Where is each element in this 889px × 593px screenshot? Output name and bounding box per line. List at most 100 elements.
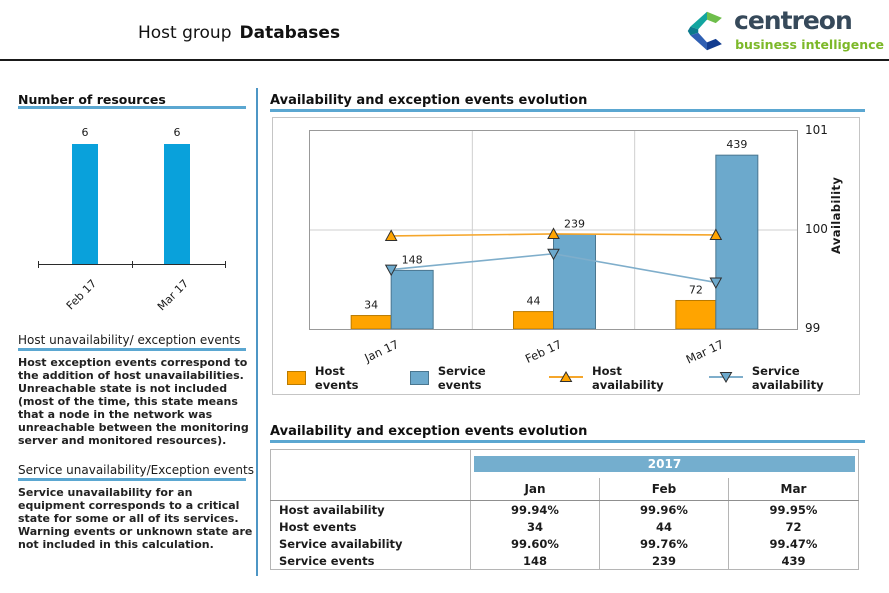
legend-item-service-availability: Service availability [708, 364, 859, 392]
host-events-value: 34 [364, 299, 378, 312]
cell-value: 99.47% [728, 535, 859, 552]
title-underline [270, 440, 865, 443]
availability-axis-tick: 101 [805, 123, 828, 137]
cell-value: 44 [599, 518, 729, 535]
host-events-value: 44 [527, 295, 541, 308]
legend-item-host-events: Host events [287, 364, 384, 392]
brand-name: centreon [734, 6, 853, 35]
availability-plot: 34 148 44 239 72 439 [310, 131, 797, 330]
table-row: Host availability 99.94% 99.96% 99.95% [271, 500, 859, 518]
table-row: Service events 148 239 439 [271, 552, 859, 570]
resources-chart-title: Number of resources [18, 92, 166, 107]
service-events-bar [390, 269, 434, 330]
page-title: Host group Databases [138, 23, 340, 43]
service-events-description: Service unavailability for an equipment … [18, 486, 253, 551]
table-corner-cell [270, 478, 471, 501]
axis-tick [38, 261, 39, 268]
triangle-down-marker [719, 371, 733, 383]
logo-segment [690, 32, 707, 51]
cell-value: 99.95% [728, 500, 859, 518]
host-events-swatch [287, 371, 306, 385]
availability-axis-tick: 99 [805, 321, 821, 335]
axis-tick [225, 261, 226, 268]
year-header: 2017 [474, 456, 855, 472]
availability-axis-tick: 100 [805, 222, 828, 236]
cell-value: 239 [599, 552, 729, 570]
logo-segment [707, 11, 722, 24]
resources-bar-value: 6 [81, 126, 89, 139]
legend-marker-sample [548, 370, 583, 382]
cell-value: 99.76% [599, 535, 729, 552]
chart-section-title: Availability and exception events evolut… [270, 93, 588, 108]
legend-label: Host events [314, 364, 359, 392]
brand-tagline: business intelligence [735, 37, 884, 52]
cell-value: 148 [470, 552, 600, 570]
resources-x-label: Feb 17 [63, 277, 100, 313]
legend-item-service-events: Service events [409, 364, 523, 392]
resources-bar [72, 144, 98, 264]
resources-bar-chart: 6 Feb 17 6 Mar 17 [18, 118, 254, 313]
header-divider [0, 59, 889, 61]
table-section-title: Availability and exception events evolut… [270, 424, 588, 439]
title-underline [270, 109, 865, 112]
cell-value: 99.96% [599, 500, 729, 518]
triangle-down-marker [547, 248, 560, 261]
logo-segment [687, 26, 699, 36]
triangle-up-marker [709, 228, 723, 240]
logo-segment [690, 11, 707, 30]
triangle-up-marker [384, 229, 398, 241]
resources-bar-value: 6 [173, 126, 181, 139]
cell-value: 99.94% [470, 500, 600, 518]
legend-item-host-availability: Host availability [548, 364, 683, 392]
host-events-bar [350, 315, 392, 330]
logo-segment [707, 38, 722, 51]
brand-logo: centreon business intelligence [686, 6, 884, 58]
row-label: Service availability [279, 536, 403, 551]
column-header-mar: Mar [728, 478, 859, 501]
triangle-up-marker [547, 227, 560, 239]
host-events-value: 72 [689, 283, 703, 296]
table-row: Host events 34 44 72 [271, 518, 859, 535]
column-divider [256, 88, 258, 576]
triangle-up-marker [559, 370, 573, 382]
service-events-value: 239 [564, 217, 585, 230]
availability-axis-title: Availability [829, 176, 843, 254]
axis-tick [132, 261, 133, 268]
row-label: Host availability [279, 502, 385, 517]
title-underline [18, 106, 246, 109]
service-events-heading: Service unavailability/Exception events [18, 463, 254, 477]
cell-value: 99.60% [470, 535, 600, 552]
availability-table: 2017 Jan Feb Mar Host availability 99.94… [270, 449, 859, 570]
host-events-description: Host exception events correspond to the … [18, 356, 249, 447]
year-header-cell: 2017 [470, 449, 859, 478]
service-events-value: 439 [726, 138, 747, 151]
service-availability-marker [708, 371, 743, 386]
service-events-value: 148 [402, 253, 423, 266]
resources-x-label: Mar 17 [154, 277, 192, 314]
column-header-feb: Feb [599, 478, 729, 501]
service-events-bar [553, 233, 596, 330]
row-label: Host events [279, 519, 357, 534]
column-header-jan: Jan [470, 478, 600, 501]
cell-value: 72 [728, 518, 859, 535]
centreon-logo-icon [687, 11, 722, 51]
service-events-bar [715, 154, 759, 330]
host-events-bar [675, 299, 717, 330]
triangle-down-marker [709, 277, 723, 290]
cell-value: 34 [470, 518, 600, 535]
page-title-emphasis: Databases [239, 23, 341, 43]
legend-marker-sample [708, 371, 743, 383]
service-events-swatch [409, 371, 429, 385]
chart-legend: Host events Service events Host availabi… [287, 364, 859, 392]
heading-underline [18, 478, 246, 481]
table-row: Service availability 99.60% 99.76% 99.47… [271, 535, 859, 552]
availability-chart-panel: 34 148 44 239 72 439 Availability Host events… [272, 117, 860, 395]
heading-underline [18, 348, 246, 351]
resources-bar [164, 144, 190, 264]
row-label: Service events [279, 553, 375, 568]
legend-label: Service availability [751, 364, 824, 392]
host-events-bar [513, 311, 554, 330]
triangle-down-marker [384, 264, 398, 277]
host-events-heading: Host unavailability/ exception events [18, 333, 241, 347]
